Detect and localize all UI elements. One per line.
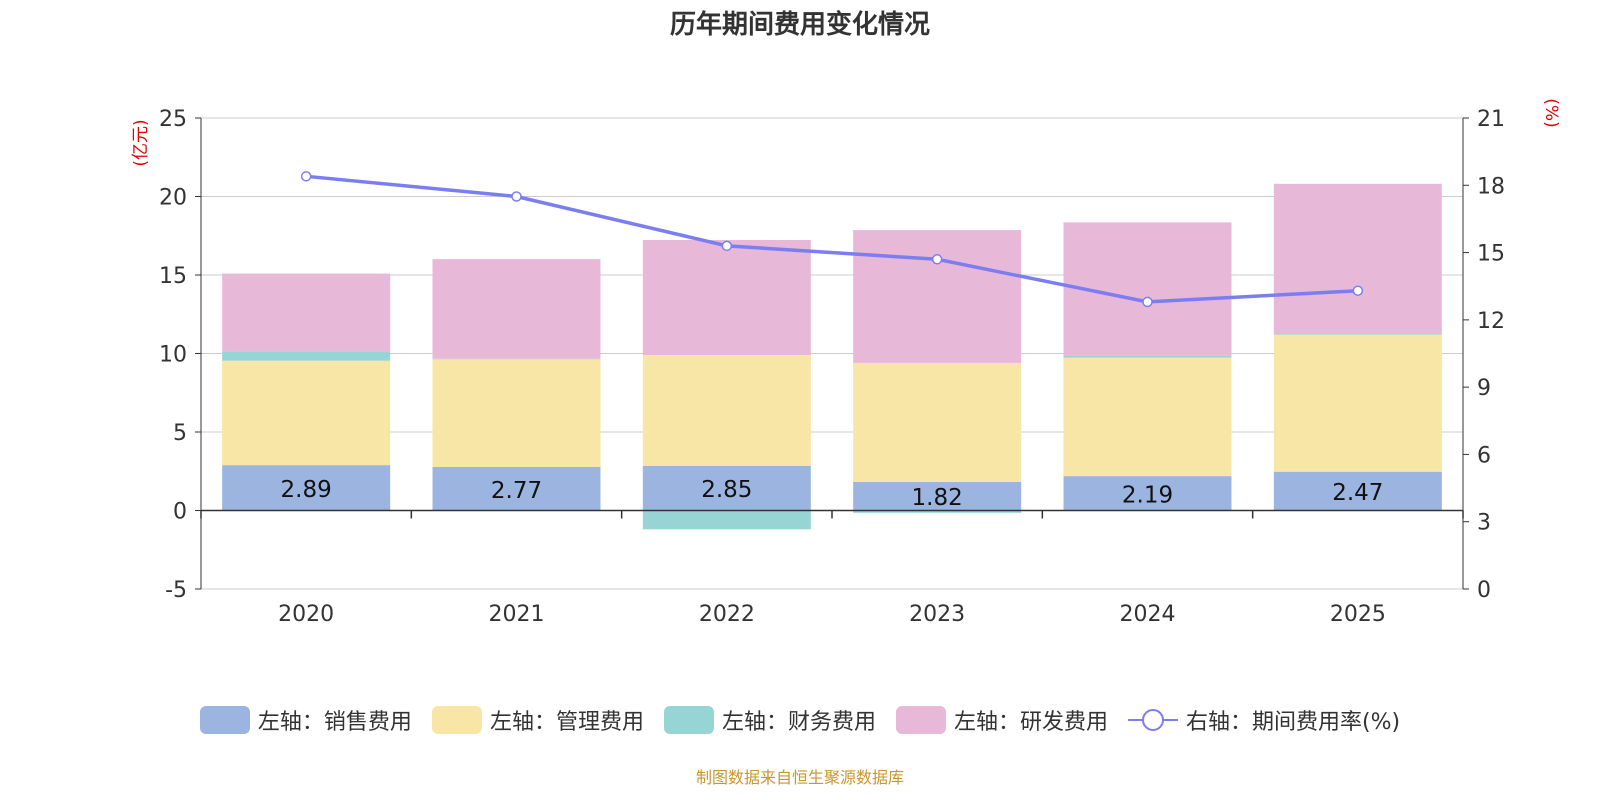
x-axis-tick-label: 2021 bbox=[489, 602, 545, 627]
x-axis-tick-label: 2020 bbox=[278, 602, 334, 627]
bar-finance-2022 bbox=[642, 510, 811, 530]
left-axis-tick-label: 0 bbox=[173, 500, 187, 525]
bar-admin-2025 bbox=[1273, 334, 1442, 472]
data-label-sales-2021: 2.77 bbox=[491, 478, 542, 504]
rate-point-2024 bbox=[1142, 296, 1153, 308]
legend-item-admin[interactable]: 左轴：管理费用 bbox=[431, 704, 644, 736]
right-axis-tick-label: 6 bbox=[1477, 443, 1491, 468]
chart-title: 历年期间费用变化情况 bbox=[669, 10, 930, 40]
right-axis-tick-label: 18 bbox=[1477, 174, 1505, 199]
legend-label-sales: 左轴：销售费用 bbox=[257, 710, 412, 735]
right-axis-unit-label: (%) bbox=[1541, 98, 1561, 127]
right-axis-tick-label: 0 bbox=[1477, 578, 1491, 603]
bar-admin-2022 bbox=[642, 355, 811, 466]
data-label-sales-2023: 1.82 bbox=[912, 485, 963, 511]
x-axis-tick-label: 2024 bbox=[1120, 602, 1176, 627]
rate-point-2020 bbox=[300, 171, 312, 182]
left-axis-unit-label: (亿元) bbox=[131, 119, 151, 166]
right-axis-tick-label: 3 bbox=[1477, 511, 1491, 536]
bar-finance-2023 bbox=[853, 510, 1022, 513]
bar-sales-2025 bbox=[1273, 471, 1442, 511]
legend-label-admin: 左轴：管理费用 bbox=[489, 710, 644, 735]
left-axis-tick-label: 10 bbox=[159, 343, 187, 368]
data-label-sales-2024: 2.19 bbox=[1122, 482, 1173, 508]
rate-line bbox=[305, 174, 1358, 304]
bar-finance-2024 bbox=[1063, 355, 1232, 358]
bar-sales-2021 bbox=[432, 467, 601, 511]
bar-finance-2020 bbox=[222, 351, 391, 361]
legend-swatch-finance bbox=[663, 706, 714, 734]
right-axis-tick-label: 15 bbox=[1477, 242, 1505, 267]
bar-admin-2020 bbox=[222, 360, 391, 466]
bar-admin-2021 bbox=[432, 359, 601, 468]
right-axis-tick-label: 12 bbox=[1477, 309, 1505, 334]
rate-point-2022 bbox=[721, 240, 733, 252]
legend-swatch-rnd bbox=[895, 706, 946, 734]
rate-point-2023 bbox=[931, 254, 943, 265]
legend-swatch-rate bbox=[1127, 706, 1178, 734]
bar-rnd-2021 bbox=[432, 259, 601, 359]
legend-item-sales[interactable]: 左轴：销售费用 bbox=[199, 704, 412, 736]
bar-rnd-2020 bbox=[222, 273, 391, 352]
data-label-sales-2025: 2.47 bbox=[1332, 480, 1383, 506]
bar-rnd-2023 bbox=[853, 230, 1022, 363]
bar-rnd-2022 bbox=[642, 239, 811, 356]
bar-sales-2024 bbox=[1063, 476, 1232, 511]
x-axis-tick-label: 2025 bbox=[1330, 602, 1386, 627]
legend-label-finance: 左轴：财务费用 bbox=[721, 710, 876, 735]
chart-legend: 左轴：销售费用 左轴：管理费用 左轴：财务费用 左轴：研发费用 右轴：期间费用率… bbox=[0, 704, 1600, 736]
data-label-sales-2020: 2.89 bbox=[281, 477, 332, 503]
data-source-note: 制图数据来自恒生聚源数据库 bbox=[695, 768, 904, 787]
left-axis-tick-label: -5 bbox=[165, 578, 187, 603]
right-axis-tick-label: 9 bbox=[1477, 376, 1491, 401]
rate-point-2025 bbox=[1352, 285, 1364, 296]
data-label-sales-2022: 2.85 bbox=[701, 477, 752, 503]
left-axis-tick-label: 20 bbox=[159, 186, 187, 211]
bar-admin-2023 bbox=[853, 362, 1022, 482]
rate-point-2021 bbox=[511, 191, 522, 202]
legend-item-rate[interactable]: 右轴：期间费用率(%) bbox=[1127, 704, 1401, 736]
bar-finance-2025 bbox=[1273, 334, 1442, 335]
chart-svg: -50510152025036912151821(亿元)(%)2.8920202… bbox=[131, 98, 1561, 627]
left-axis-tick-label: 25 bbox=[159, 107, 187, 132]
legend-item-rnd[interactable]: 左轴：研发费用 bbox=[895, 704, 1108, 736]
bar-sales-2020 bbox=[222, 465, 391, 511]
bar-sales-2023 bbox=[853, 481, 1022, 511]
left-axis-tick-label: 15 bbox=[159, 264, 187, 289]
x-axis-tick-label: 2022 bbox=[699, 602, 755, 627]
legend-swatch-admin bbox=[431, 706, 482, 734]
right-axis-tick-label: 21 bbox=[1477, 107, 1505, 132]
legend-label-rate: 右轴：期间费用率(%) bbox=[1185, 710, 1401, 735]
left-axis-tick-label: 5 bbox=[173, 421, 187, 446]
bar-sales-2022 bbox=[642, 465, 811, 511]
x-axis-tick-label: 2023 bbox=[909, 602, 965, 627]
bar-rnd-2025 bbox=[1273, 183, 1442, 335]
legend-item-finance[interactable]: 左轴：财务费用 bbox=[663, 704, 876, 736]
legend-label-rnd: 左轴：研发费用 bbox=[953, 710, 1108, 735]
bar-admin-2024 bbox=[1063, 357, 1232, 477]
legend-swatch-sales bbox=[199, 706, 250, 734]
